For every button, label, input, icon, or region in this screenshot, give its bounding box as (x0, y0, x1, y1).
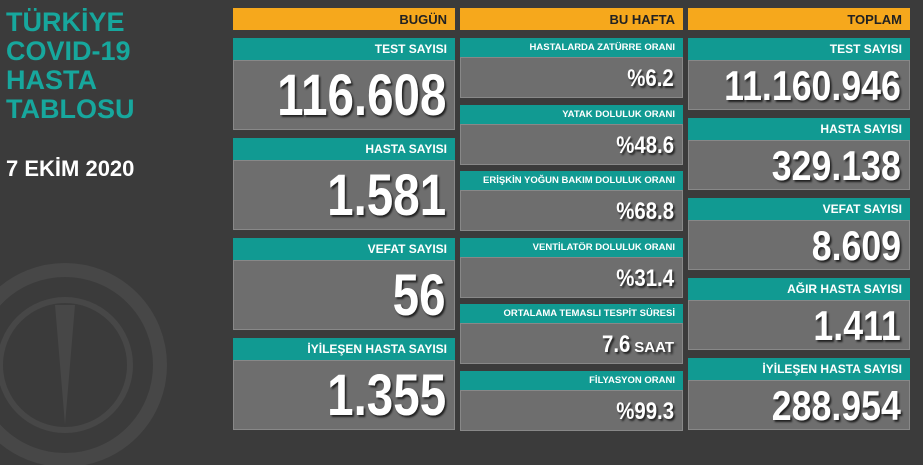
stat-label: ORTALAMA TEMASLI TESPİT SÜRESİ (460, 304, 683, 323)
unit: SAAT (634, 339, 674, 356)
value-text: 1.355 (326, 363, 446, 428)
stat-value: 1.411 (688, 300, 910, 350)
stat-label: FİLYASYON ORANI (460, 370, 683, 390)
stat-value: 7.6 SAAT (460, 323, 683, 364)
date: 7 EKİM 2020 (6, 156, 135, 181)
stat-value: %68.8 (460, 190, 683, 231)
value-text: %99.3 (616, 397, 674, 425)
stat-label: HASTA SAYISI (688, 118, 910, 140)
value-text: %6.2 (627, 65, 674, 92)
stat-label: HASTALARDA ZATÜRRE ORANI (460, 38, 683, 57)
value-text: 116.608 (276, 63, 446, 128)
stat-label: VENTİLATÖR DOLULUK ORANI (460, 237, 683, 257)
stat-label: VEFAT SAYISI (688, 198, 910, 220)
emblem (0, 263, 167, 465)
stat-label: TEST SAYISI (688, 38, 910, 60)
value-text: 8.609 (811, 222, 901, 269)
stat-label: İYİLEŞEN HASTA SAYISI (688, 358, 910, 380)
title-line: COVID-19 (6, 36, 131, 66)
value-text: 329.138 (771, 142, 901, 189)
stat-label: VEFAT SAYISI (233, 238, 455, 260)
stat-label: TEST SAYISI (233, 38, 455, 60)
stat-value: 329.138 (688, 140, 910, 190)
title-line: TÜRKİYE (6, 7, 125, 37)
value-text: 7.6 (601, 331, 631, 358)
value-text: 11.160.946 (724, 62, 901, 109)
stat-value: 116.608 (233, 60, 455, 130)
stat-label: YATAK DOLULUK ORANI (460, 104, 683, 124)
column-heading: BU HAFTA (460, 8, 683, 30)
stat-value: %99.3 (460, 389, 683, 431)
value-text: %31.4 (616, 264, 674, 292)
stat-value: 1.581 (233, 160, 455, 230)
value-text: 56 (393, 263, 446, 328)
stat-label: İYİLEŞEN HASTA SAYISI (233, 338, 455, 360)
column-heading: BUGÜN (233, 8, 455, 30)
stat-value: 288.954 (688, 380, 910, 430)
value-text: %68.8 (616, 198, 674, 225)
stat-value: %6.2 (460, 57, 683, 98)
stat-value: %31.4 (460, 256, 683, 298)
stat-label: AĞIR HASTA SAYISI (688, 278, 910, 300)
stat-label: HASTA SAYISI (233, 138, 455, 160)
stat-value: 1.355 (233, 360, 455, 430)
column-heading: TOPLAM (688, 8, 910, 30)
title-line: TABLOSU (6, 94, 135, 124)
value-text: 288.954 (771, 382, 901, 429)
stat-value: 56 (233, 260, 455, 330)
stat-value: 8.609 (688, 220, 910, 270)
value-text: 1.411 (813, 302, 901, 349)
stat-value: %48.6 (460, 123, 683, 165)
stat-value: 11.160.946 (688, 60, 910, 110)
value-text: %48.6 (616, 131, 674, 159)
title-line: HASTA (6, 65, 97, 95)
stat-label: ERİŞKİN YOĞUN BAKIM DOLULUK ORANI (460, 171, 683, 190)
value-text: 1.581 (326, 163, 446, 228)
